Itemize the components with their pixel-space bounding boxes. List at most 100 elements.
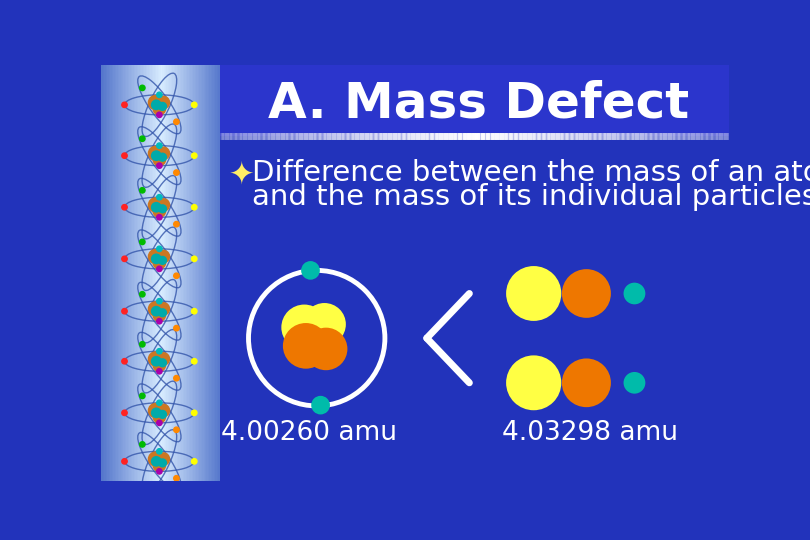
Circle shape: [507, 356, 560, 409]
Bar: [180, 65, 182, 481]
Bar: [185, 65, 188, 481]
Bar: [192, 65, 194, 481]
Bar: [184, 65, 186, 481]
Bar: [141, 65, 143, 481]
Circle shape: [158, 358, 167, 367]
Circle shape: [151, 150, 162, 161]
Bar: [128, 65, 130, 481]
Circle shape: [191, 205, 197, 210]
Bar: [143, 65, 145, 481]
Circle shape: [158, 153, 167, 162]
Bar: [183, 65, 185, 481]
Circle shape: [147, 451, 164, 467]
Bar: [187, 65, 190, 481]
Bar: [156, 65, 158, 481]
Bar: [196, 65, 198, 481]
Circle shape: [158, 102, 167, 111]
Circle shape: [156, 452, 170, 466]
Bar: [208, 65, 211, 481]
Circle shape: [156, 352, 170, 366]
Circle shape: [156, 348, 162, 354]
Bar: [122, 65, 124, 481]
Bar: [160, 65, 163, 481]
Circle shape: [284, 325, 327, 367]
Bar: [159, 65, 161, 481]
Bar: [125, 65, 127, 481]
Bar: [107, 65, 109, 481]
Text: 4.03298 amu: 4.03298 amu: [502, 420, 678, 446]
Circle shape: [156, 420, 162, 426]
Circle shape: [158, 458, 167, 468]
Circle shape: [156, 214, 162, 220]
Bar: [109, 65, 111, 481]
Circle shape: [147, 301, 164, 316]
Circle shape: [122, 153, 127, 158]
Circle shape: [147, 403, 164, 418]
Circle shape: [147, 146, 164, 161]
Bar: [132, 65, 134, 481]
Bar: [113, 65, 115, 481]
Circle shape: [147, 95, 164, 110]
Circle shape: [139, 292, 145, 297]
Bar: [116, 65, 118, 481]
Bar: [105, 65, 108, 481]
Circle shape: [507, 267, 560, 320]
Circle shape: [191, 359, 197, 364]
Circle shape: [152, 153, 166, 166]
Circle shape: [156, 96, 170, 110]
Circle shape: [151, 99, 162, 110]
Bar: [155, 65, 157, 481]
Bar: [123, 65, 126, 481]
Circle shape: [139, 342, 145, 347]
Circle shape: [158, 308, 167, 318]
Bar: [131, 65, 133, 481]
Circle shape: [152, 308, 166, 322]
Bar: [149, 65, 151, 481]
Bar: [110, 65, 113, 481]
Circle shape: [191, 153, 197, 158]
Text: Difference between the mass of an atom: Difference between the mass of an atom: [253, 159, 810, 187]
Bar: [201, 65, 202, 481]
Circle shape: [306, 329, 346, 369]
Bar: [175, 65, 177, 481]
Circle shape: [156, 449, 162, 454]
Circle shape: [173, 476, 179, 481]
Text: 4.00260 amu: 4.00260 amu: [221, 420, 397, 446]
Circle shape: [158, 410, 167, 419]
Bar: [212, 65, 215, 481]
Bar: [215, 65, 218, 481]
Circle shape: [625, 284, 645, 303]
Circle shape: [191, 308, 197, 314]
Bar: [164, 65, 166, 481]
Bar: [140, 65, 142, 481]
Bar: [126, 65, 129, 481]
Circle shape: [312, 397, 329, 414]
Circle shape: [173, 170, 179, 176]
Circle shape: [122, 205, 127, 210]
Circle shape: [156, 403, 170, 417]
Bar: [219, 65, 220, 481]
Circle shape: [156, 266, 162, 272]
Bar: [147, 65, 150, 481]
Circle shape: [156, 400, 162, 406]
Text: and the mass of its individual particles.: and the mass of its individual particles…: [253, 183, 810, 211]
Bar: [162, 65, 164, 481]
Circle shape: [173, 375, 179, 381]
Bar: [194, 65, 197, 481]
Circle shape: [139, 442, 145, 447]
Bar: [193, 65, 195, 481]
Circle shape: [156, 246, 162, 252]
Circle shape: [625, 373, 645, 393]
Bar: [134, 65, 136, 481]
Bar: [173, 65, 175, 481]
Bar: [104, 65, 106, 481]
Circle shape: [151, 408, 162, 418]
Circle shape: [151, 356, 162, 367]
Circle shape: [152, 358, 166, 372]
Circle shape: [563, 360, 610, 406]
Circle shape: [122, 458, 127, 464]
Circle shape: [152, 204, 166, 218]
Circle shape: [173, 427, 179, 433]
Bar: [165, 65, 167, 481]
Bar: [153, 65, 156, 481]
